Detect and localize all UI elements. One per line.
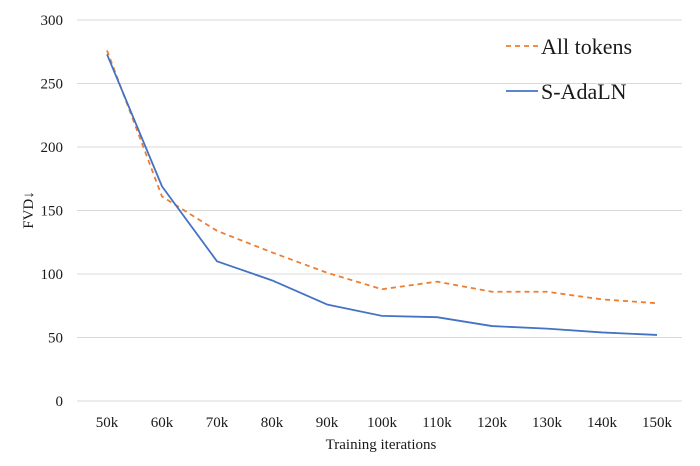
x-tick-label: 140k: [587, 415, 618, 431]
gridlines: [77, 19, 682, 402]
y-tick-label: 200: [41, 140, 64, 156]
legend-label: S-AdaLN: [541, 79, 627, 104]
x-tick-label: 100k: [367, 415, 398, 431]
series-lines: [106, 50, 658, 336]
y-tick-label: 250: [41, 77, 64, 93]
x-tick-label: 70k: [206, 415, 229, 431]
x-tick-label: 120k: [477, 415, 508, 431]
y-tick-label: 300: [41, 13, 64, 29]
x-tick-label: 80k: [261, 415, 284, 431]
y-tick-label: 150: [41, 204, 64, 220]
legend: All tokens S-AdaLN: [506, 34, 632, 104]
y-axis-title: FVD↓: [21, 191, 37, 229]
y-tick-label: 0: [56, 394, 64, 410]
y-axis-ticks: 0 50 100 150 200 250 300: [41, 13, 64, 410]
legend-label: All tokens: [541, 34, 632, 59]
x-axis-title: Training iterations: [326, 437, 437, 453]
x-tick-label: 60k: [151, 415, 174, 431]
x-tick-label: 50k: [96, 415, 119, 431]
x-tick-label: 150k: [642, 415, 673, 431]
x-axis-ticks: 50k 60k 70k 80k 90k 100k 110k 120k 130k 140k 150k: [96, 415, 673, 431]
x-tick-label: 130k: [532, 415, 563, 431]
y-tick-label: 100: [41, 267, 64, 283]
x-tick-label: 90k: [316, 415, 339, 431]
y-tick-label: 50: [48, 331, 63, 347]
x-tick-label: 110k: [422, 415, 452, 431]
